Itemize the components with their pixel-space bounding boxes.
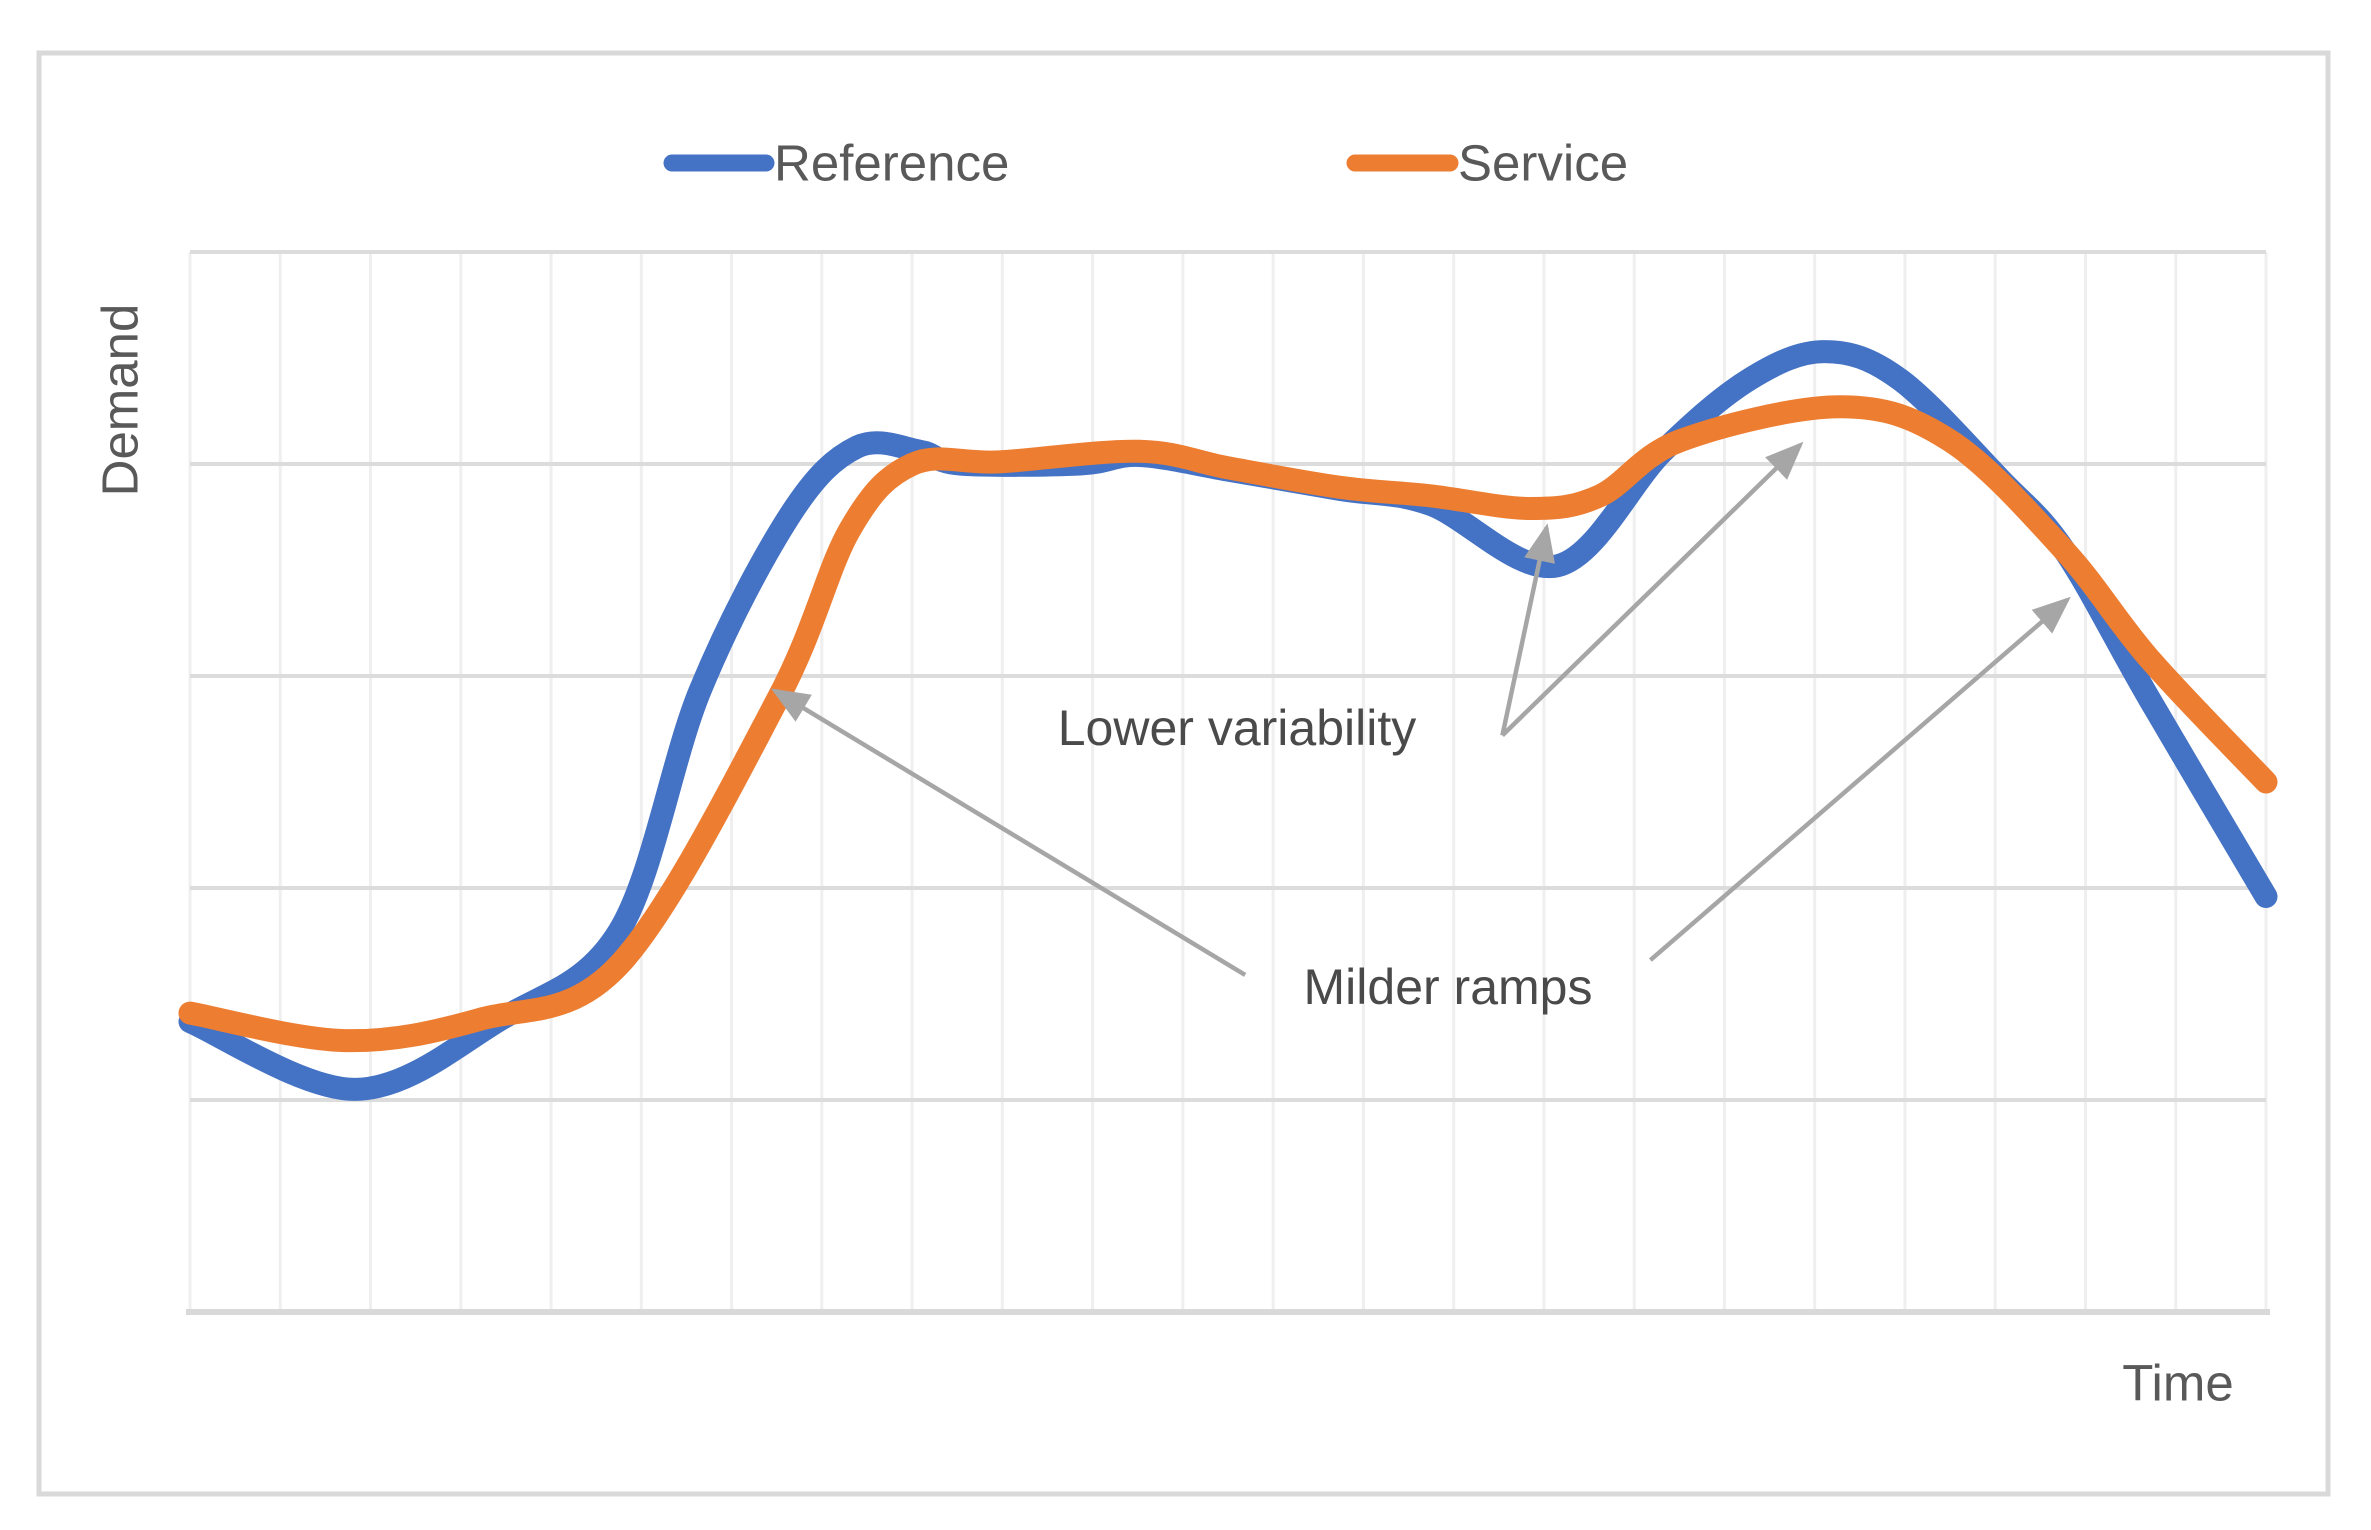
annotation-arrow <box>1500 441 1804 737</box>
annotation-milder-ramps: Milder ramps <box>1304 959 1593 1015</box>
annotation-arrow <box>1648 596 2071 962</box>
legend-label-reference: Reference <box>774 135 1009 192</box>
series-layer <box>178 340 2278 1101</box>
legend: Reference Service <box>663 135 1628 192</box>
y-axis-title: Demand <box>92 304 149 497</box>
annotation-arrow <box>771 688 1247 977</box>
x-axis-title: Time <box>2122 1355 2233 1412</box>
legend-label-service: Service <box>1458 135 1628 192</box>
series-line-service <box>178 395 2278 1053</box>
annotation-arrow <box>1500 523 1555 736</box>
grid-layer <box>186 250 2270 1315</box>
annotation-arrow-layer <box>771 441 2071 977</box>
annotation-lower-variability: Lower variability <box>1058 700 1416 756</box>
